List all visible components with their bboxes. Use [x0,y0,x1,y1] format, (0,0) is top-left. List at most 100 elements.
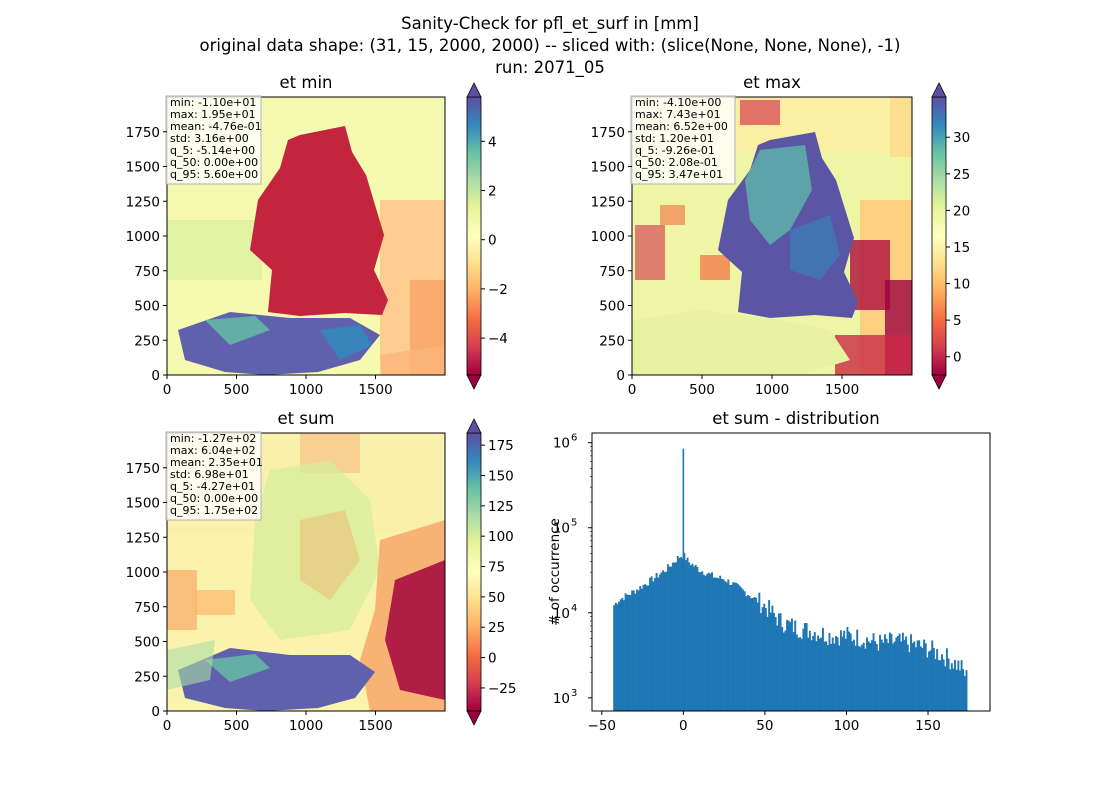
stats-line: q_50: 0.00e+00 [170,492,258,505]
histogram-bars [613,448,968,711]
histogram-bar [807,637,810,711]
colorbar-tick-label: 10 [953,277,970,293]
histogram-bar [678,557,681,711]
histogram-bar [799,637,802,711]
histogram-bar [937,660,940,711]
y-tick-exponent: 5 [571,518,577,529]
y-tick-label: 1500 [591,160,625,176]
histogram-bar [714,577,717,711]
histogram-bar [706,573,709,711]
histogram-bar [634,593,637,711]
x-tick-label: 0 [628,382,637,398]
x-tick-label: 1500 [358,382,392,398]
histogram-bar [890,634,893,711]
histogram-bar [774,617,777,711]
x-axis: 0 500 1000 1500 [163,711,393,734]
colorbar: −25 0 25 50 75 100 125 150 175 [466,418,517,726]
histogram-bar [650,576,653,711]
histogram-bar [755,597,758,711]
histogram-bar [831,637,834,711]
histogram-bar [748,595,751,711]
histogram-bar [787,620,790,711]
panel-et-max: et max min: -4.10e+00 max: 7.43e+01 mean… [591,73,971,398]
histogram-bar [701,571,704,711]
histogram-bar [901,632,904,711]
y-tick-label: 10 [553,691,570,707]
heatmap-field [167,433,445,711]
histogram-bar [673,562,676,711]
histogram-bar [931,640,934,711]
y-tick-label: 1750 [591,125,625,141]
histogram-bar [732,582,735,711]
histogram-bar [613,605,616,711]
histogram-bar [665,571,668,711]
histogram-bar [895,637,898,711]
histogram-bar [869,643,872,711]
histogram-bar [883,634,886,711]
histogram-bar [657,577,660,711]
y-tick-label: 750 [134,600,160,616]
histogram-bar [908,652,911,711]
histogram-bar [730,584,733,711]
histogram-bar [699,572,702,711]
histogram-bar [676,556,679,711]
histogram-bar [743,591,746,711]
colorbar-tick-label: 30 [953,130,970,146]
y-tick-label: 1250 [126,530,160,546]
histogram-bar [959,670,961,711]
y-tick-label: 250 [599,333,625,349]
histogram-bar [722,579,725,711]
histogram-bar [821,627,824,711]
stats-line: q_50: 0.00e+00 [170,156,258,169]
histogram-bar [719,575,722,711]
x-axis: −50 0 50 100 150 [588,711,941,734]
histogram-bar [885,638,888,711]
histogram-bar [815,641,818,711]
colorbar-tick-label: −4 [488,331,508,347]
histogram-bar [888,632,891,711]
histogram-bar [632,590,635,711]
histogram-bar [636,589,638,711]
histogram-bar [921,648,924,711]
histogram-bar [688,562,691,711]
colorbar-gradient [466,96,482,376]
stats-line: q_95: 5.60e+00 [170,168,258,181]
stats-line: min: -1.27e+02 [170,432,256,445]
x-tick-label: 500 [689,382,715,398]
histogram-bar [652,581,655,711]
histogram-bar [810,640,813,711]
histogram-bar [763,603,766,711]
colorbar-tick-label: 175 [488,438,514,454]
colorbar-tick-label: 75 [488,560,505,576]
histogram-bar [960,660,963,711]
histogram-bar [900,641,903,711]
colorbar-tick-label: −2 [488,282,508,298]
histogram-bar [618,601,621,711]
histogram-bar [660,572,663,711]
stats-line: mean: -4.76e-01 [170,120,262,133]
histogram-bar [740,587,743,711]
histogram-bar [870,640,873,711]
x-tick-label: 1500 [358,718,392,734]
figure-title-line-3: run: 2071_05 [495,58,605,78]
histogram-bar [698,571,700,711]
histogram-bar [923,639,926,711]
histogram-bar [887,643,890,711]
y-axis: 0 250 500 750 1000 1250 1500 1750 [126,461,167,720]
y-tick-label: 1000 [126,229,160,245]
stats-line: std: 6.98e+01 [170,468,249,481]
histogram-bar [794,620,797,711]
histogram-bar [919,646,922,711]
histogram-bar [668,566,671,711]
histogram-bar [802,628,805,711]
histogram-bar [624,593,627,711]
histogram-bar [808,630,811,711]
histogram-bar [704,575,707,711]
colorbar-extend-max [931,82,947,98]
colorbar-tick-label: 100 [488,529,514,545]
histogram-bar [839,630,842,711]
histogram-bar [875,643,878,711]
stats-line: max: 1.95e+01 [170,108,256,121]
histogram-bar [619,599,622,711]
